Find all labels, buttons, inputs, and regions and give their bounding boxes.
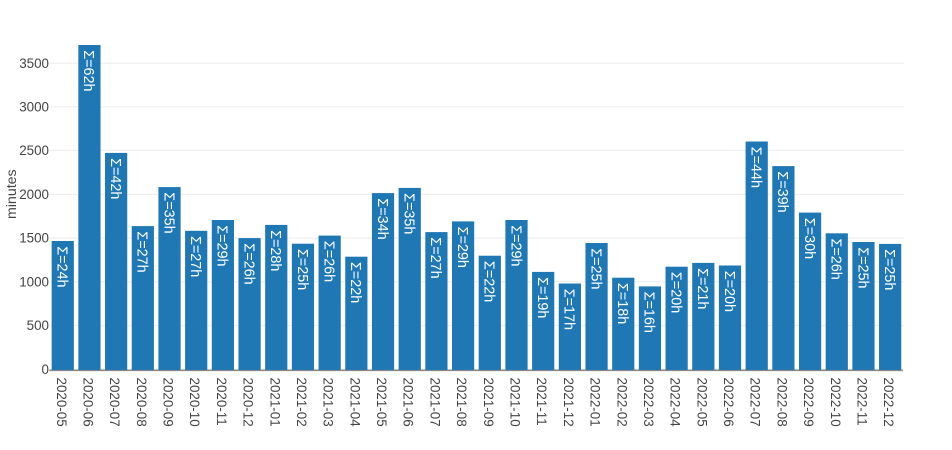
- svg-text:Σ=20h: Σ=20h: [667, 272, 683, 313]
- svg-text:3000: 3000: [19, 100, 49, 115]
- svg-text:Σ=44h: Σ=44h: [748, 147, 764, 188]
- svg-text:2022-02: 2022-02: [614, 378, 629, 427]
- svg-text:2500: 2500: [19, 143, 49, 158]
- svg-text:2022-09: 2022-09: [801, 378, 816, 427]
- svg-text:Σ=20h: Σ=20h: [721, 271, 737, 312]
- svg-text:Σ=29h: Σ=29h: [507, 225, 523, 266]
- svg-text:Σ=25h: Σ=25h: [294, 249, 310, 290]
- svg-text:2022-03: 2022-03: [641, 378, 656, 427]
- svg-text:2021-02: 2021-02: [294, 378, 309, 427]
- svg-text:2020-12: 2020-12: [241, 378, 256, 427]
- svg-text:2020-09: 2020-09: [161, 378, 176, 427]
- svg-text:2000: 2000: [19, 187, 49, 202]
- svg-text:2020-08: 2020-08: [134, 378, 149, 427]
- svg-text:Σ=26h: Σ=26h: [828, 239, 844, 280]
- svg-text:2021-09: 2021-09: [481, 378, 496, 427]
- svg-text:Σ=18h: Σ=18h: [614, 283, 630, 324]
- svg-text:2021-03: 2021-03: [321, 378, 336, 427]
- svg-text:2021-10: 2021-10: [507, 378, 522, 427]
- svg-text:Σ=28h: Σ=28h: [267, 230, 283, 271]
- svg-text:2021-05: 2021-05: [374, 378, 389, 427]
- svg-text:2021-11: 2021-11: [534, 378, 549, 426]
- svg-text:Σ=25h: Σ=25h: [881, 249, 897, 290]
- svg-text:2020-05: 2020-05: [54, 378, 69, 427]
- svg-text:Σ=27h: Σ=27h: [187, 236, 203, 277]
- svg-text:Σ=39h: Σ=39h: [774, 171, 790, 212]
- svg-text:Σ=17h: Σ=17h: [561, 289, 577, 330]
- svg-text:Σ=26h: Σ=26h: [320, 241, 336, 282]
- svg-text:Σ=27h: Σ=27h: [427, 237, 443, 278]
- svg-text:2022-12: 2022-12: [881, 378, 896, 427]
- svg-text:2022-08: 2022-08: [774, 378, 789, 427]
- svg-text:Σ=21h: Σ=21h: [694, 268, 710, 309]
- svg-text:minutes: minutes: [4, 169, 20, 219]
- svg-text:Σ=34h: Σ=34h: [374, 198, 390, 239]
- svg-text:2022-11: 2022-11: [854, 378, 869, 426]
- svg-text:2021-08: 2021-08: [454, 378, 469, 427]
- svg-text:2020-07: 2020-07: [107, 378, 122, 427]
- svg-text:2022-05: 2022-05: [694, 378, 709, 427]
- svg-text:Σ=62h: Σ=62h: [80, 50, 96, 91]
- svg-text:Σ=25h: Σ=25h: [854, 247, 870, 288]
- svg-text:Σ=19h: Σ=19h: [534, 277, 550, 318]
- svg-text:1500: 1500: [19, 231, 49, 246]
- svg-text:Σ=35h: Σ=35h: [401, 193, 417, 234]
- svg-text:Σ=35h: Σ=35h: [160, 192, 176, 233]
- svg-text:2020-11: 2020-11: [214, 378, 229, 426]
- svg-text:2021-04: 2021-04: [347, 378, 362, 428]
- svg-text:2022-01: 2022-01: [588, 378, 603, 427]
- svg-text:Σ=26h: Σ=26h: [240, 243, 256, 284]
- svg-text:2021-07: 2021-07: [427, 378, 442, 427]
- svg-text:Σ=27h: Σ=27h: [134, 231, 150, 272]
- svg-text:2021-01: 2021-01: [267, 378, 282, 427]
- svg-text:Σ=22h: Σ=22h: [481, 261, 497, 302]
- svg-text:Σ=29h: Σ=29h: [454, 227, 470, 268]
- svg-text:2022-06: 2022-06: [721, 378, 736, 427]
- svg-text:2021-12: 2021-12: [561, 378, 576, 427]
- svg-text:Σ=29h: Σ=29h: [214, 225, 230, 266]
- svg-text:Σ=24h: Σ=24h: [54, 246, 70, 287]
- svg-text:2021-06: 2021-06: [401, 378, 416, 427]
- svg-text:2022-07: 2022-07: [748, 378, 763, 427]
- svg-text:2022-04: 2022-04: [668, 378, 683, 428]
- svg-text:Σ=42h: Σ=42h: [107, 158, 123, 199]
- svg-text:2020-06: 2020-06: [80, 378, 95, 427]
- svg-text:0: 0: [42, 362, 49, 377]
- svg-text:Σ=30h: Σ=30h: [801, 218, 817, 259]
- svg-text:Σ=25h: Σ=25h: [587, 248, 603, 289]
- svg-text:3500: 3500: [19, 56, 49, 71]
- svg-text:Σ=16h: Σ=16h: [641, 292, 657, 333]
- svg-text:Σ=22h: Σ=22h: [347, 262, 363, 303]
- svg-text:2020-10: 2020-10: [187, 378, 202, 427]
- svg-text:2022-10: 2022-10: [828, 378, 843, 427]
- svg-text:500: 500: [27, 318, 49, 333]
- svg-text:1000: 1000: [19, 274, 49, 289]
